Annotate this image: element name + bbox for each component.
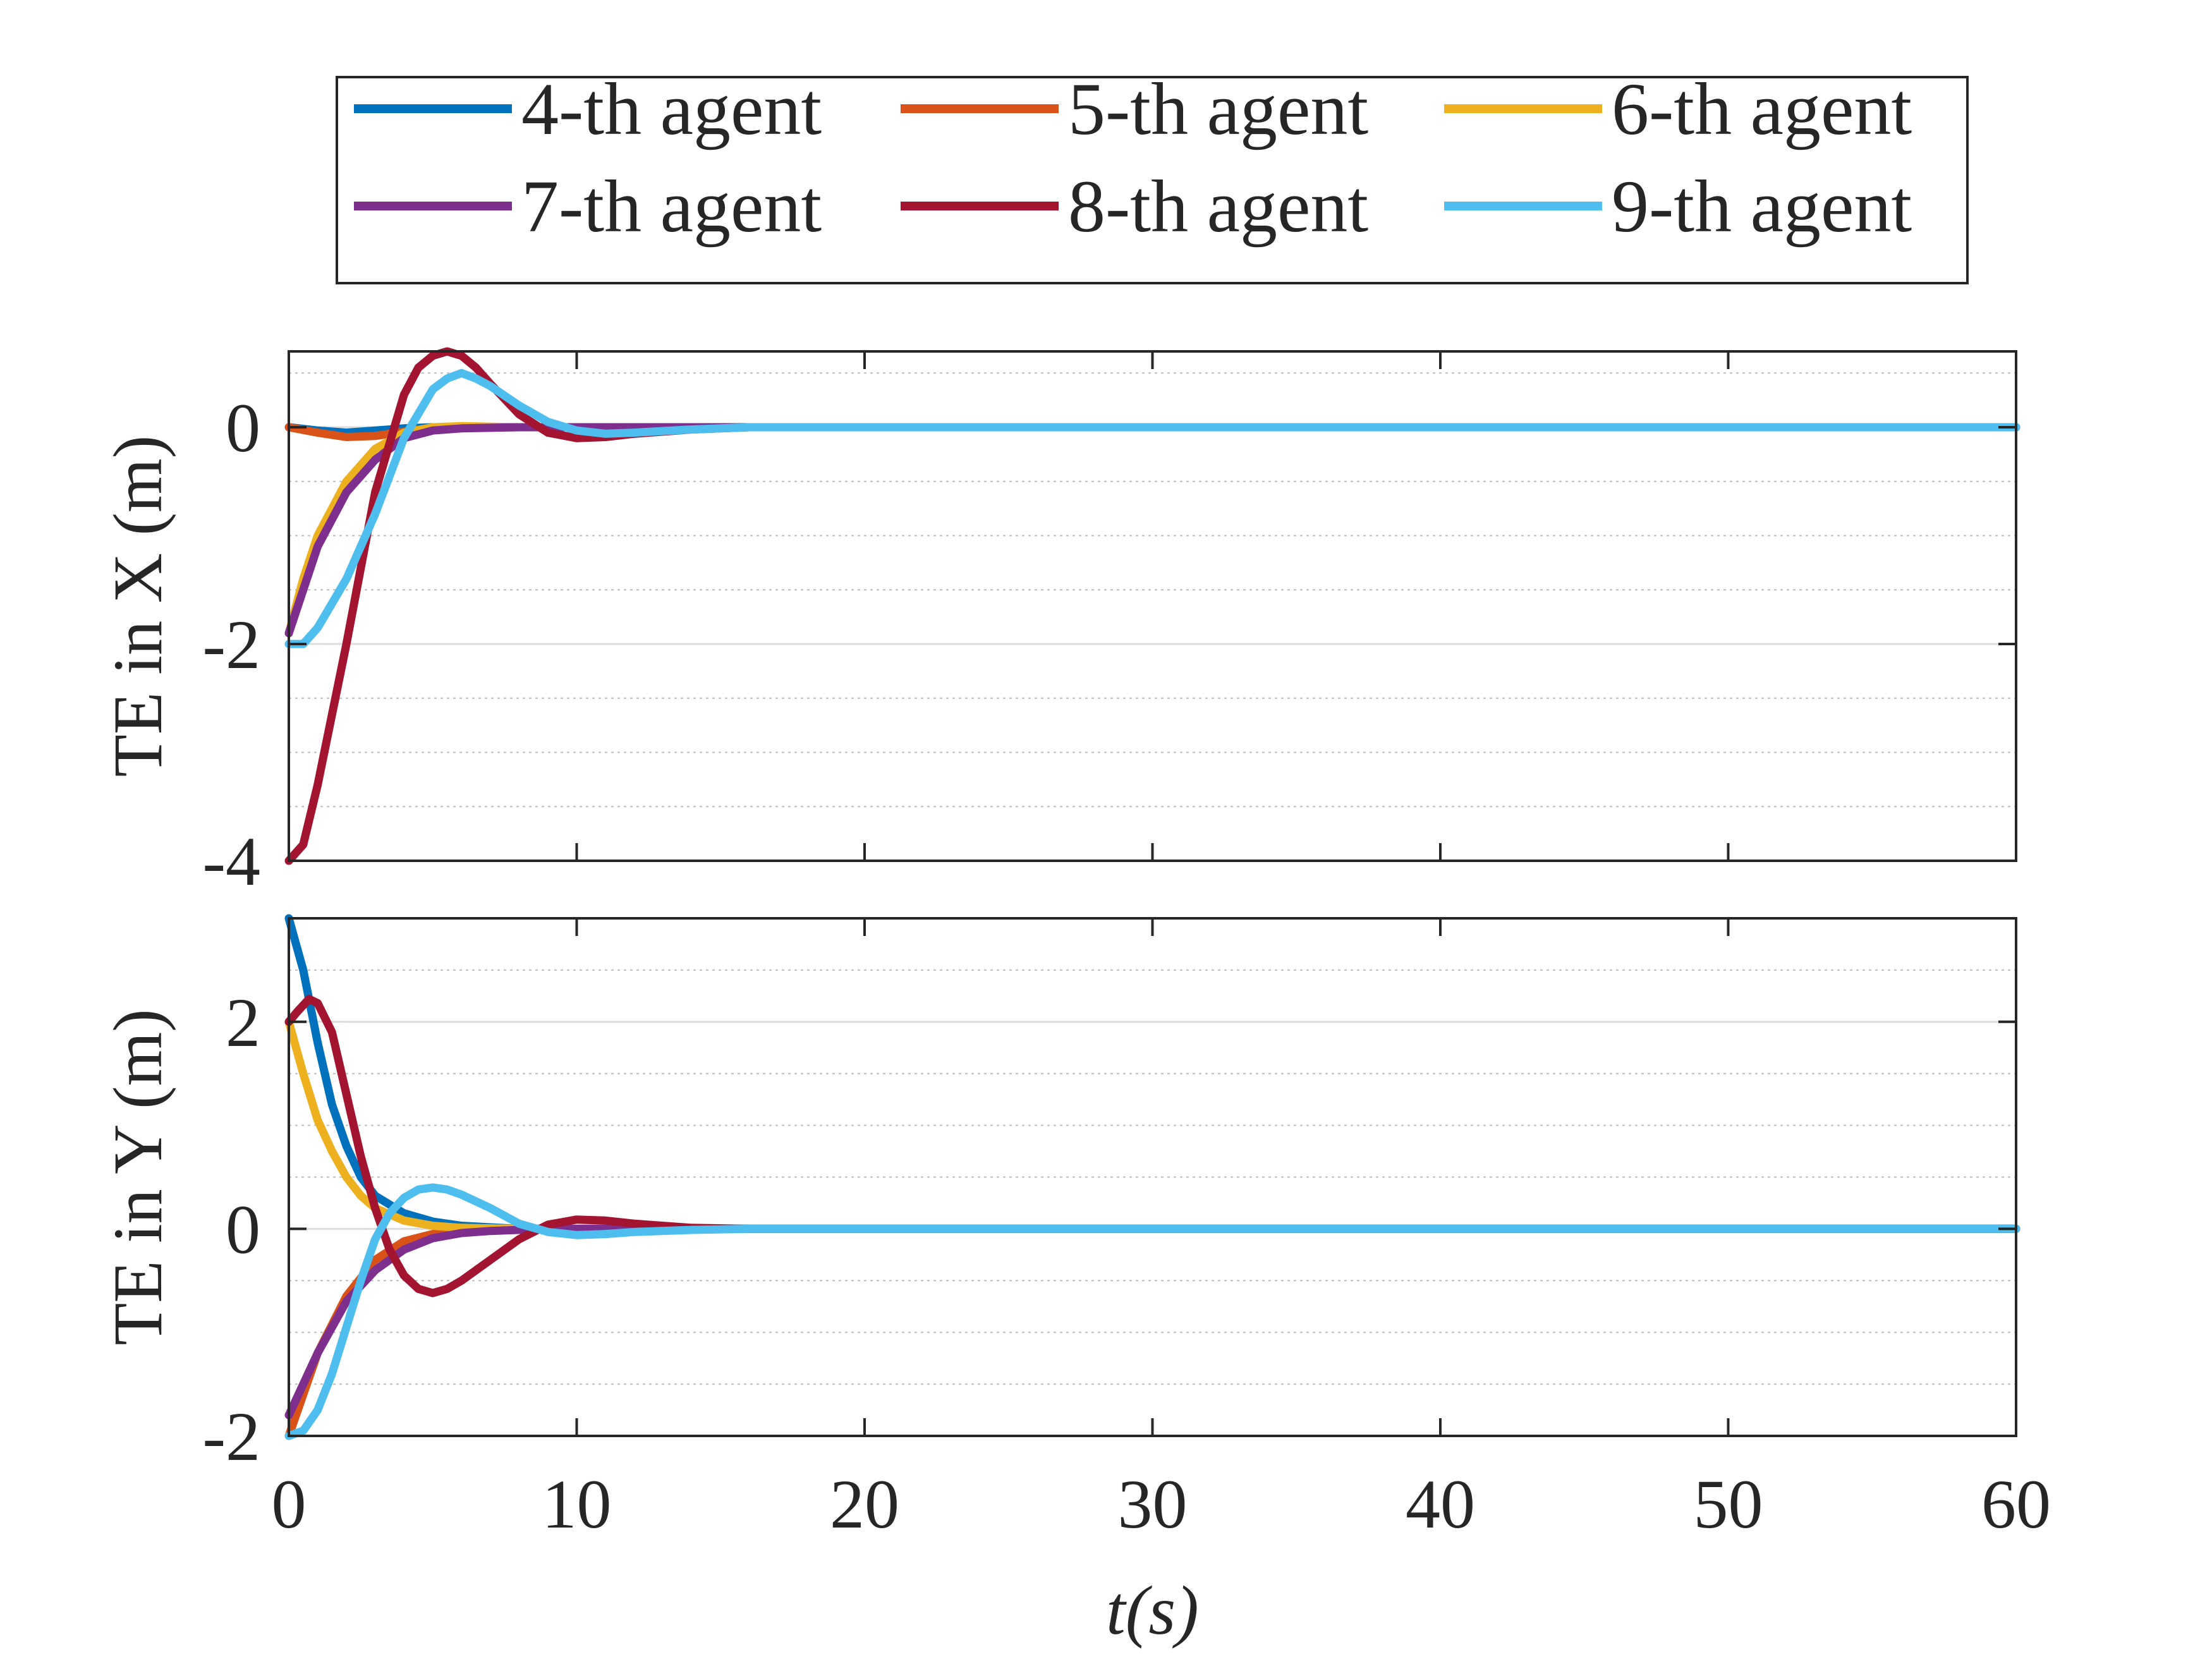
y-axis-label-y: TE in Y (m) bbox=[99, 1009, 176, 1346]
x-axis-label: t(s) bbox=[1106, 1572, 1199, 1649]
y-tick-label: -2 bbox=[202, 606, 260, 683]
x-tick-label: 0 bbox=[272, 1466, 307, 1543]
legend: 4-th agent 5-th agent 6-th agent 7-th agent… bbox=[336, 68, 1969, 284]
legend-label-4: 4-th agent bbox=[521, 68, 822, 150]
series-line-7 bbox=[284, 423, 2021, 638]
y-tick-label: 0 bbox=[226, 1191, 260, 1268]
legend-label-9: 9-th agent bbox=[1612, 165, 1912, 248]
series-line-6 bbox=[284, 422, 2021, 638]
x-tick-label: 30 bbox=[1118, 1466, 1188, 1543]
x-tick-label: 40 bbox=[1406, 1466, 1475, 1543]
y-tick-label: -4 bbox=[202, 823, 260, 900]
legend-label-7: 7-th agent bbox=[521, 165, 822, 248]
legend-box bbox=[336, 76, 1969, 284]
chart-panel-x: 0 -2 -4 TE in X (m) bbox=[99, 347, 2021, 900]
y-tick-label: -2 bbox=[202, 1398, 260, 1475]
y-axis-label-x: TE in X (m) bbox=[99, 435, 176, 777]
y-tick-label: 0 bbox=[226, 389, 260, 466]
x-tick-label: 10 bbox=[542, 1466, 612, 1543]
legend-label-5: 5-th agent bbox=[1068, 68, 1368, 150]
x-tick-label: 50 bbox=[1694, 1466, 1763, 1543]
series-line-7 bbox=[284, 1224, 2021, 1419]
legend-label-8: 8-th agent bbox=[1068, 165, 1368, 248]
legend-label-6: 6-th agent bbox=[1612, 68, 1912, 150]
x-tick-label: 60 bbox=[1981, 1466, 2051, 1543]
y-tick-label: 2 bbox=[226, 984, 260, 1061]
series-line-9 bbox=[284, 1183, 2021, 1440]
x-tick-label: 20 bbox=[830, 1466, 899, 1543]
series-line-8 bbox=[284, 995, 2021, 1297]
series-line-9 bbox=[284, 368, 2021, 648]
chart-panel-y: 20-20 10 20 30 40 50 60 TE in Y (m) t(s) bbox=[99, 914, 2051, 1649]
